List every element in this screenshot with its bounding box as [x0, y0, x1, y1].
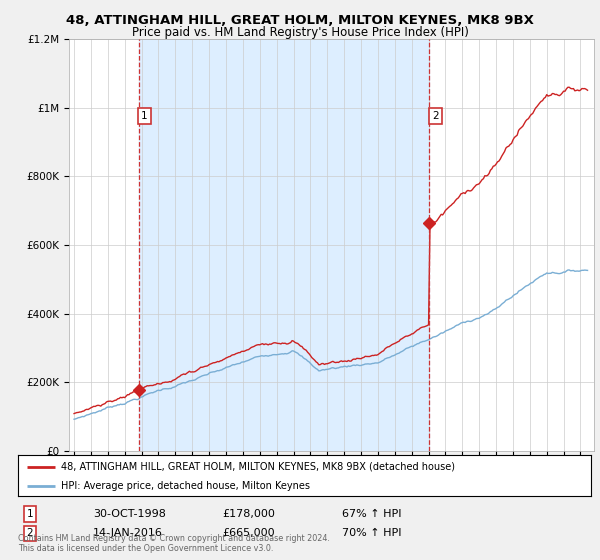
- Text: 14-JAN-2016: 14-JAN-2016: [93, 528, 163, 538]
- Bar: [139, 39, 429, 451]
- Text: HPI: Average price, detached house, Milton Keynes: HPI: Average price, detached house, Milt…: [61, 480, 310, 491]
- Text: 2: 2: [26, 528, 34, 538]
- Text: 1: 1: [141, 111, 148, 121]
- Text: £665,000: £665,000: [222, 528, 275, 538]
- Text: Contains HM Land Registry data © Crown copyright and database right 2024.
This d: Contains HM Land Registry data © Crown c…: [18, 534, 330, 553]
- Text: 1: 1: [26, 509, 34, 519]
- Text: 70% ↑ HPI: 70% ↑ HPI: [342, 528, 401, 538]
- Text: 48, ATTINGHAM HILL, GREAT HOLM, MILTON KEYNES, MK8 9BX: 48, ATTINGHAM HILL, GREAT HOLM, MILTON K…: [66, 14, 534, 27]
- Text: £178,000: £178,000: [222, 509, 275, 519]
- Text: 67% ↑ HPI: 67% ↑ HPI: [342, 509, 401, 519]
- Text: Price paid vs. HM Land Registry's House Price Index (HPI): Price paid vs. HM Land Registry's House …: [131, 26, 469, 39]
- Text: 30-OCT-1998: 30-OCT-1998: [93, 509, 166, 519]
- Text: 2: 2: [432, 111, 439, 121]
- Text: 48, ATTINGHAM HILL, GREAT HOLM, MILTON KEYNES, MK8 9BX (detached house): 48, ATTINGHAM HILL, GREAT HOLM, MILTON K…: [61, 461, 455, 472]
